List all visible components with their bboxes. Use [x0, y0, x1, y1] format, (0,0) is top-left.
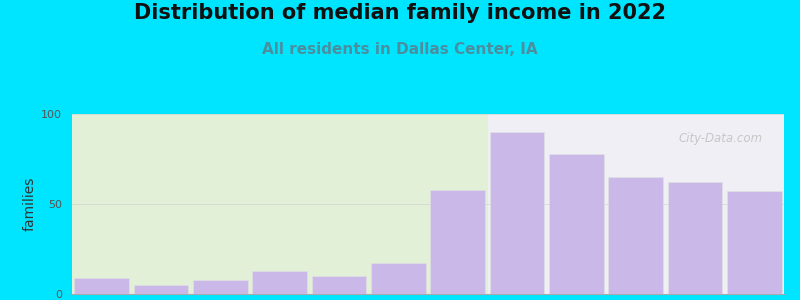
- Text: All residents in Dallas Center, IA: All residents in Dallas Center, IA: [262, 42, 538, 57]
- Bar: [312, 276, 366, 294]
- Y-axis label: families: families: [23, 177, 37, 231]
- Text: City-Data.com: City-Data.com: [678, 132, 762, 145]
- Bar: [490, 132, 544, 294]
- Bar: [252, 271, 307, 294]
- Bar: [72, 96, 487, 300]
- Bar: [430, 190, 485, 294]
- Bar: [371, 263, 426, 294]
- Bar: [134, 285, 188, 294]
- Bar: [193, 280, 248, 294]
- Bar: [668, 182, 722, 294]
- Bar: [549, 154, 604, 294]
- Bar: [608, 177, 663, 294]
- Bar: [74, 278, 129, 294]
- Text: Distribution of median family income in 2022: Distribution of median family income in …: [134, 3, 666, 23]
- Bar: [727, 191, 782, 294]
